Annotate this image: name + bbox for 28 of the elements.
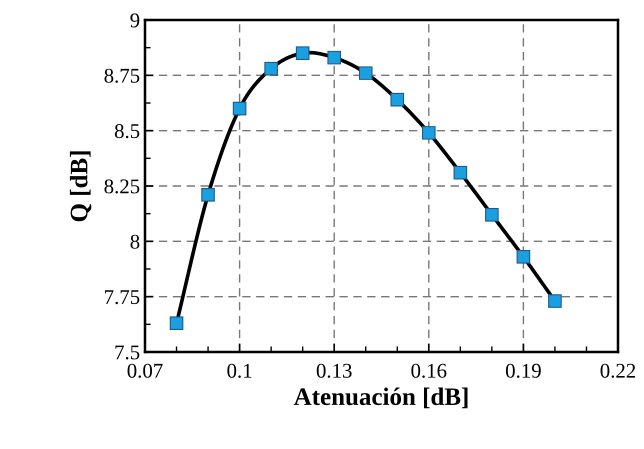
y-tick-label: 7.5 xyxy=(115,346,140,360)
point xyxy=(232,102,246,116)
x-tick-label: 0.19 xyxy=(506,364,541,378)
y-tick-label: 8.5 xyxy=(114,124,140,138)
x-tick-label: 0.1 xyxy=(227,364,252,378)
point xyxy=(516,250,530,264)
point xyxy=(358,66,373,80)
x-axis-title: Atenuación [dB] xyxy=(294,388,468,408)
y-axis-title: Q [dB] xyxy=(70,151,92,222)
point xyxy=(264,62,278,76)
point xyxy=(201,188,215,202)
y-tick-label: 8 xyxy=(130,234,140,249)
y-tick-label: 8.75 xyxy=(104,68,140,83)
point xyxy=(327,50,342,64)
point xyxy=(454,166,468,180)
x-tick-label: 0.22 xyxy=(600,364,636,378)
y-tick-label: 7.75 xyxy=(105,290,140,304)
point xyxy=(170,316,184,330)
point xyxy=(548,294,562,308)
point xyxy=(422,126,436,140)
y-tick-label: 9 xyxy=(130,13,140,28)
x-tick-label: 0.16 xyxy=(411,364,446,378)
point xyxy=(390,92,404,106)
point xyxy=(296,46,310,60)
x-tick-label: 0.07 xyxy=(128,364,163,378)
x-tick-label: 0.13 xyxy=(316,364,352,378)
point xyxy=(485,208,499,222)
y-tick-label: 8.25 xyxy=(104,179,140,194)
